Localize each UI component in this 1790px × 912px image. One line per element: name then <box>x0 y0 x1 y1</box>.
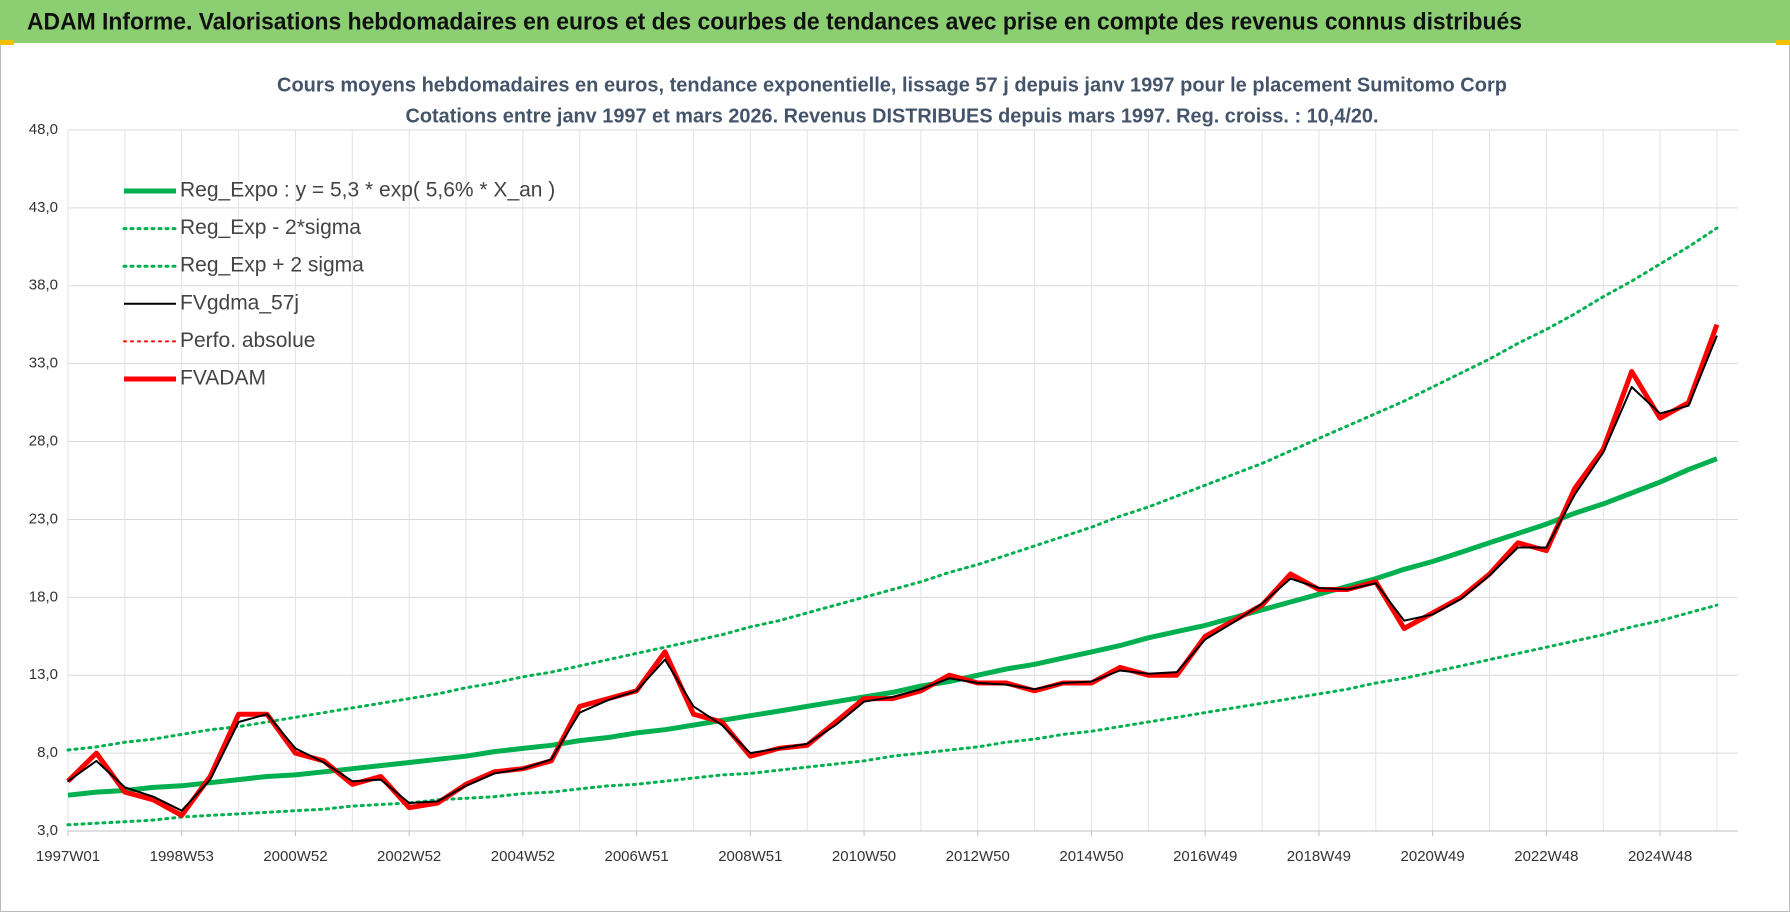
corner-mark <box>1776 40 1790 45</box>
chart-subtitle: Cotations entre janv 1997 et mars 2026. … <box>406 105 1379 127</box>
legend-label: Reg_Exp + 2 sigma <box>180 254 364 277</box>
series-line <box>67 456 1718 798</box>
x-tick-label: 2006W51 <box>604 848 668 865</box>
x-tick-label: 2020W49 <box>1401 848 1465 865</box>
legend-label: FVADAM <box>180 367 266 390</box>
y-tick-label: 43,0 <box>29 199 58 216</box>
legend-label: Reg_Exp - 2*sigma <box>180 216 361 239</box>
page-title: ADAM Informe. Valorisations hebdomadaire… <box>27 8 1522 35</box>
x-tick-label: 1997W01 <box>36 848 100 865</box>
y-tick-label: 23,0 <box>29 510 58 527</box>
x-tick-label: 2010W50 <box>832 848 896 865</box>
x-tick-label: 1998W53 <box>150 848 214 865</box>
y-tick-label: 48,0 <box>29 121 58 138</box>
x-tick-label: 2014W50 <box>1059 848 1123 865</box>
x-tick-label: 2004W52 <box>491 848 555 865</box>
x-tick-label: 2018W49 <box>1287 848 1351 865</box>
x-tick-label: 2008W51 <box>718 848 782 865</box>
y-tick-label: 18,0 <box>29 588 58 605</box>
plot-lines <box>66 226 1720 827</box>
legend-label: FVgdma_57j <box>180 291 299 314</box>
series-line <box>66 226 1719 752</box>
y-tick-label: 33,0 <box>29 355 58 372</box>
y-tick-label: 3,0 <box>37 822 58 839</box>
legend-label: Perfo. absolue <box>180 329 315 352</box>
x-tick-label: 2024W48 <box>1628 848 1692 865</box>
x-tick-label: 2016W49 <box>1173 848 1237 865</box>
legend-label: Reg_Expo : y = 5,3 * exp( 5,6% * X_an ) <box>180 179 555 202</box>
x-tick-label: 2000W52 <box>263 848 327 865</box>
x-tick-label: 2022W48 <box>1514 848 1578 865</box>
series-line <box>66 603 1719 827</box>
legend: Reg_Expo : y = 5,3 * exp( 5,6% * X_an ) R… <box>122 179 555 390</box>
corner-mark <box>0 40 14 45</box>
y-tick-label: 38,0 <box>29 277 58 294</box>
series-line <box>67 335 1718 812</box>
title-bar <box>0 0 1790 43</box>
chart-title: Cours moyens hebdomadaires en euros, ten… <box>277 74 1507 96</box>
series-line <box>66 323 1720 818</box>
y-tick-label: 8,0 <box>37 744 58 761</box>
y-tick-label: 13,0 <box>29 666 58 683</box>
x-tick-label: 2002W52 <box>377 848 441 865</box>
x-tick-label: 2012W50 <box>946 848 1010 865</box>
y-tick-label: 28,0 <box>29 433 58 450</box>
